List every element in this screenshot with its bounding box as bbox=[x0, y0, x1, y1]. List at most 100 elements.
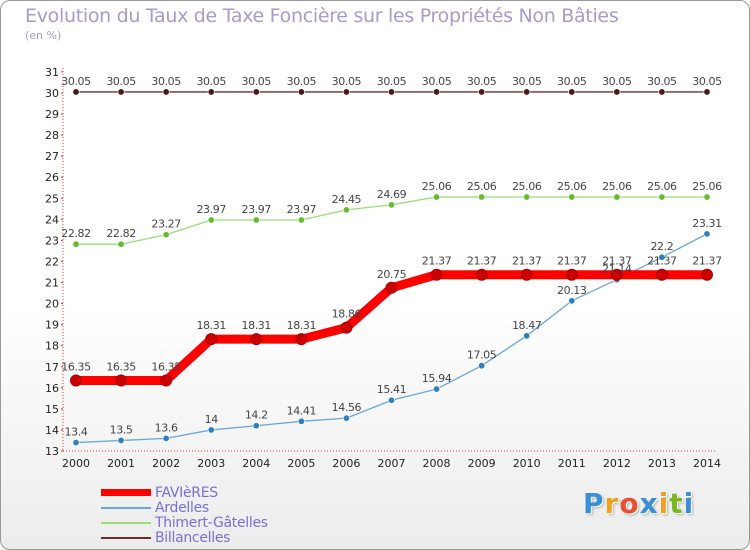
data-label: 30.05 bbox=[287, 75, 317, 88]
data-label: 24.45 bbox=[332, 193, 362, 206]
data-label: 13.4 bbox=[65, 426, 88, 439]
logo-letter: t bbox=[669, 487, 684, 520]
data-point bbox=[252, 88, 260, 96]
x-tick-label: 2010 bbox=[513, 457, 541, 470]
data-label: 18.31 bbox=[196, 319, 226, 332]
legend-label: FAVIèRES bbox=[155, 485, 218, 501]
data-label: 25.06 bbox=[602, 180, 632, 193]
data-label: 30.05 bbox=[467, 75, 497, 88]
data-label: 25.06 bbox=[557, 180, 587, 193]
data-label: 23.31 bbox=[692, 217, 722, 230]
data-point bbox=[207, 216, 215, 224]
data-label: 25.06 bbox=[692, 180, 722, 193]
data-point bbox=[207, 426, 215, 434]
y-tick-label: 30 bbox=[45, 87, 59, 100]
chart-title: Evolution du Taux de Taxe Foncière sur l… bbox=[25, 5, 619, 27]
y-tick-label: 14 bbox=[45, 424, 59, 437]
data-point bbox=[385, 281, 398, 294]
x-tick-label: 2004 bbox=[242, 457, 270, 470]
data-label: 30.05 bbox=[557, 75, 587, 88]
data-point bbox=[72, 439, 80, 447]
data-point bbox=[72, 240, 80, 248]
logo-letter: o bbox=[619, 487, 640, 520]
y-tick-label: 20 bbox=[45, 298, 59, 311]
y-unit-label: (en %) bbox=[25, 29, 62, 42]
data-label: 23.97 bbox=[196, 203, 226, 216]
data-label: 23.97 bbox=[242, 203, 272, 216]
y-tick-label: 19 bbox=[45, 319, 59, 332]
data-point bbox=[162, 231, 170, 239]
data-point bbox=[523, 193, 531, 201]
data-label: 14.2 bbox=[245, 409, 268, 422]
data-point bbox=[523, 88, 531, 96]
data-point bbox=[342, 414, 350, 422]
data-label: 30.05 bbox=[647, 75, 677, 88]
data-point bbox=[658, 193, 666, 201]
x-tick-label: 2000 bbox=[62, 457, 90, 470]
data-point bbox=[703, 88, 711, 96]
data-point bbox=[520, 268, 533, 281]
data-label: 16.35 bbox=[106, 360, 136, 373]
data-label: 15.41 bbox=[377, 383, 407, 396]
data-label: 14 bbox=[205, 413, 219, 426]
logo-letter: P bbox=[583, 487, 605, 520]
data-point bbox=[565, 268, 578, 281]
data-label: 30.05 bbox=[602, 75, 632, 88]
logo-letter: x bbox=[639, 487, 659, 520]
data-point bbox=[655, 268, 668, 281]
data-label: 13.5 bbox=[110, 423, 133, 436]
x-tick-label: 2011 bbox=[558, 457, 586, 470]
logo-letter: r bbox=[604, 487, 620, 520]
x-tick-label: 2005 bbox=[287, 457, 315, 470]
legend-swatch bbox=[101, 522, 151, 524]
data-point bbox=[568, 88, 576, 96]
y-tick-label: 17 bbox=[45, 361, 59, 374]
data-point bbox=[162, 434, 170, 442]
data-label: 16.35 bbox=[151, 360, 181, 373]
data-label: 30.05 bbox=[242, 75, 272, 88]
proxiti-logo: Proxiti bbox=[583, 487, 694, 520]
data-label: 18.31 bbox=[287, 319, 317, 332]
data-point bbox=[205, 333, 218, 346]
x-tick-label: 2009 bbox=[468, 457, 496, 470]
y-tick-label: 13 bbox=[45, 445, 59, 458]
data-label: 30.05 bbox=[377, 75, 407, 88]
data-point bbox=[387, 88, 395, 96]
legend-label: Billancelles bbox=[155, 530, 231, 546]
data-label: 25.06 bbox=[422, 180, 452, 193]
x-tick-label: 2001 bbox=[107, 457, 135, 470]
data-point bbox=[252, 216, 260, 224]
data-point bbox=[430, 268, 443, 281]
data-point bbox=[613, 88, 621, 96]
x-tick-label: 2008 bbox=[423, 457, 451, 470]
x-tick-label: 2014 bbox=[693, 457, 721, 470]
data-point bbox=[433, 193, 441, 201]
data-label: 30.05 bbox=[692, 75, 722, 88]
x-tick-label: 2002 bbox=[152, 457, 180, 470]
y-tick-label: 18 bbox=[45, 340, 59, 353]
y-tick-label: 28 bbox=[45, 129, 59, 142]
legend-swatch bbox=[101, 507, 151, 509]
data-label: 30.05 bbox=[151, 75, 181, 88]
data-point bbox=[297, 88, 305, 96]
data-point bbox=[433, 385, 441, 393]
legend-label: Thimert-Gâtelles bbox=[155, 515, 268, 531]
data-point bbox=[610, 268, 623, 281]
data-label: 21.37 bbox=[557, 255, 587, 268]
data-label: 16.35 bbox=[61, 360, 91, 373]
data-point bbox=[117, 88, 125, 96]
data-label: 21.37 bbox=[647, 255, 677, 268]
data-label: 21.37 bbox=[602, 255, 632, 268]
x-tick-label: 2007 bbox=[377, 457, 405, 470]
data-point bbox=[162, 88, 170, 96]
data-label: 22.82 bbox=[61, 227, 91, 240]
data-label: 30.05 bbox=[422, 75, 452, 88]
data-point bbox=[478, 88, 486, 96]
data-point bbox=[72, 88, 80, 96]
data-label: 18.31 bbox=[242, 319, 272, 332]
data-label: 18.86 bbox=[332, 308, 362, 321]
data-label: 20.13 bbox=[557, 284, 587, 297]
data-label: 20.75 bbox=[377, 268, 407, 281]
data-point bbox=[475, 268, 488, 281]
